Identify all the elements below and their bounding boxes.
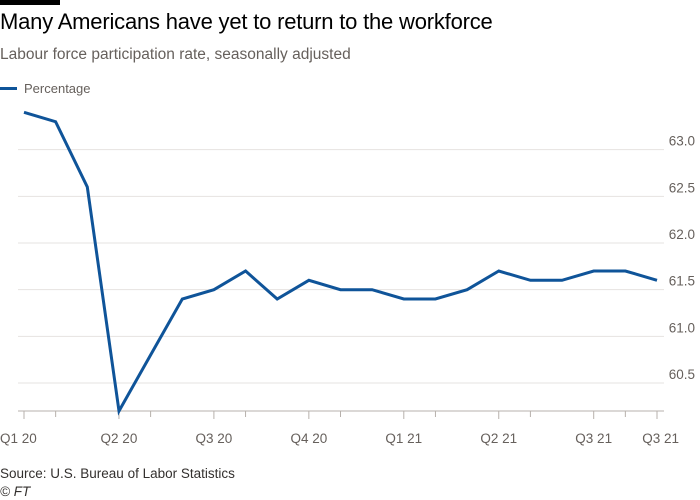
y-tick-label: 61.5 bbox=[669, 274, 695, 289]
x-tick-label: Q3 21 bbox=[575, 431, 612, 446]
chart-subtitle: Labour force participation rate, seasona… bbox=[0, 46, 351, 63]
chart-title: Many Americans have yet to return to the… bbox=[0, 9, 493, 34]
y-tick-label: 62.0 bbox=[669, 227, 695, 242]
y-tick-label: 62.5 bbox=[669, 180, 695, 195]
series-lines bbox=[23, 110, 658, 416]
copyright-note: © FT bbox=[0, 484, 31, 499]
x-tick-label: Q3 21 bbox=[642, 431, 679, 446]
gridlines bbox=[18, 149, 664, 384]
y-axis-ticks: 60.5 61.0 61.5 62.0 62.5 63.0 bbox=[669, 134, 695, 382]
legend-swatch bbox=[0, 86, 17, 90]
y-tick-label: 61.0 bbox=[669, 320, 695, 335]
y-tick-label: 63.0 bbox=[669, 134, 695, 149]
x-tick-label: Q2 21 bbox=[480, 431, 517, 446]
series-line-percentage bbox=[23, 110, 658, 416]
x-axis-ticks: Q1 20 Q2 20 Q3 20 Q4 20 Q1 21 Q2 21 Q3 21 Q3 21 bbox=[0, 431, 679, 446]
brand-bar bbox=[0, 0, 60, 5]
x-tick-label: Q1 21 bbox=[385, 431, 422, 446]
x-tick-label: Q1 20 bbox=[0, 431, 37, 446]
x-tick-label: Q3 20 bbox=[196, 431, 233, 446]
x-tick-label: Q4 20 bbox=[290, 431, 327, 446]
legend-label: Percentage bbox=[24, 80, 91, 96]
chart-legend: Percentage bbox=[0, 79, 91, 97]
x-axis bbox=[18, 410, 664, 419]
x-tick-label: Q2 20 bbox=[101, 431, 138, 446]
y-tick-label: 60.5 bbox=[669, 367, 695, 382]
source-note: Source: U.S. Bureau of Labor Statistics bbox=[0, 466, 235, 481]
